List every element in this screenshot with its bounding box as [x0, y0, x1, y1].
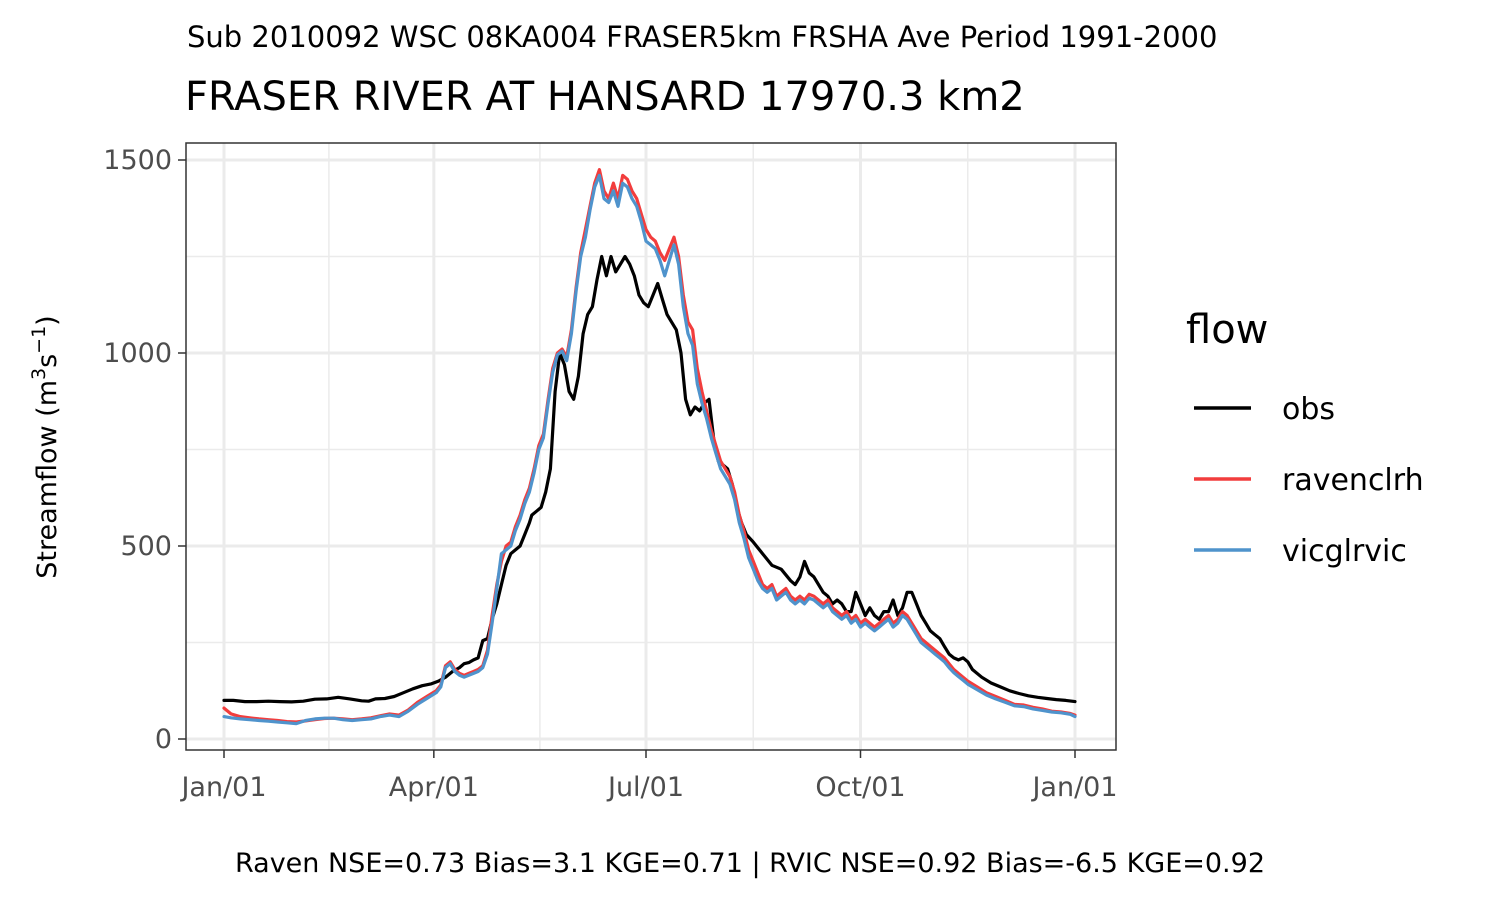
x-axis: Jan/01 Apr/01 Jul/01 Oct/01 Jan/01 [179, 750, 1118, 803]
y-axis-title-sup2: −1 [28, 326, 50, 354]
plot-border [185, 142, 1117, 751]
y-axis-title-sup1: 3 [28, 368, 50, 380]
x-tick-label: Jan/01 [1030, 772, 1117, 803]
x-tick-label: Apr/01 [389, 772, 479, 803]
y-tick-label: 0 [155, 724, 172, 755]
major-gridlines [186, 143, 1116, 750]
y-tick-label: 500 [120, 531, 172, 562]
chart-title: FRASER RIVER AT HANSARD 17970.3 km2 [185, 74, 1025, 120]
legend: flow obs ravenclrh vicglrvic [1186, 307, 1424, 569]
chart-subtitle: Sub 2010092 WSC 08KA004 FRASER5km FRSHA … [187, 20, 1217, 54]
series-line-vicglrvic [222, 173, 1077, 726]
plot-panel [186, 143, 1116, 750]
series-layer [222, 168, 1077, 726]
y-axis: 0 500 1000 1500 [103, 145, 186, 755]
legend-label-ravenclrh: ravenclrh [1282, 463, 1424, 498]
legend-title: flow [1186, 307, 1268, 353]
legend-label-vicglrvic: vicglrvic [1282, 534, 1407, 569]
x-tick-label: Jul/01 [606, 772, 684, 803]
x-tick-label: Oct/01 [815, 772, 905, 803]
y-tick-label: 1500 [103, 145, 172, 176]
chart-caption: Raven NSE=0.73 Bias=3.1 KGE=0.71 | RVIC … [235, 848, 1265, 879]
y-tick-label: 1000 [103, 338, 172, 369]
minor-gridlines [186, 143, 1116, 750]
y-axis-title: Streamflow (m3s−1) [28, 315, 63, 578]
x-tick-label: Jan/01 [179, 772, 266, 803]
legend-label-obs: obs [1282, 392, 1335, 427]
